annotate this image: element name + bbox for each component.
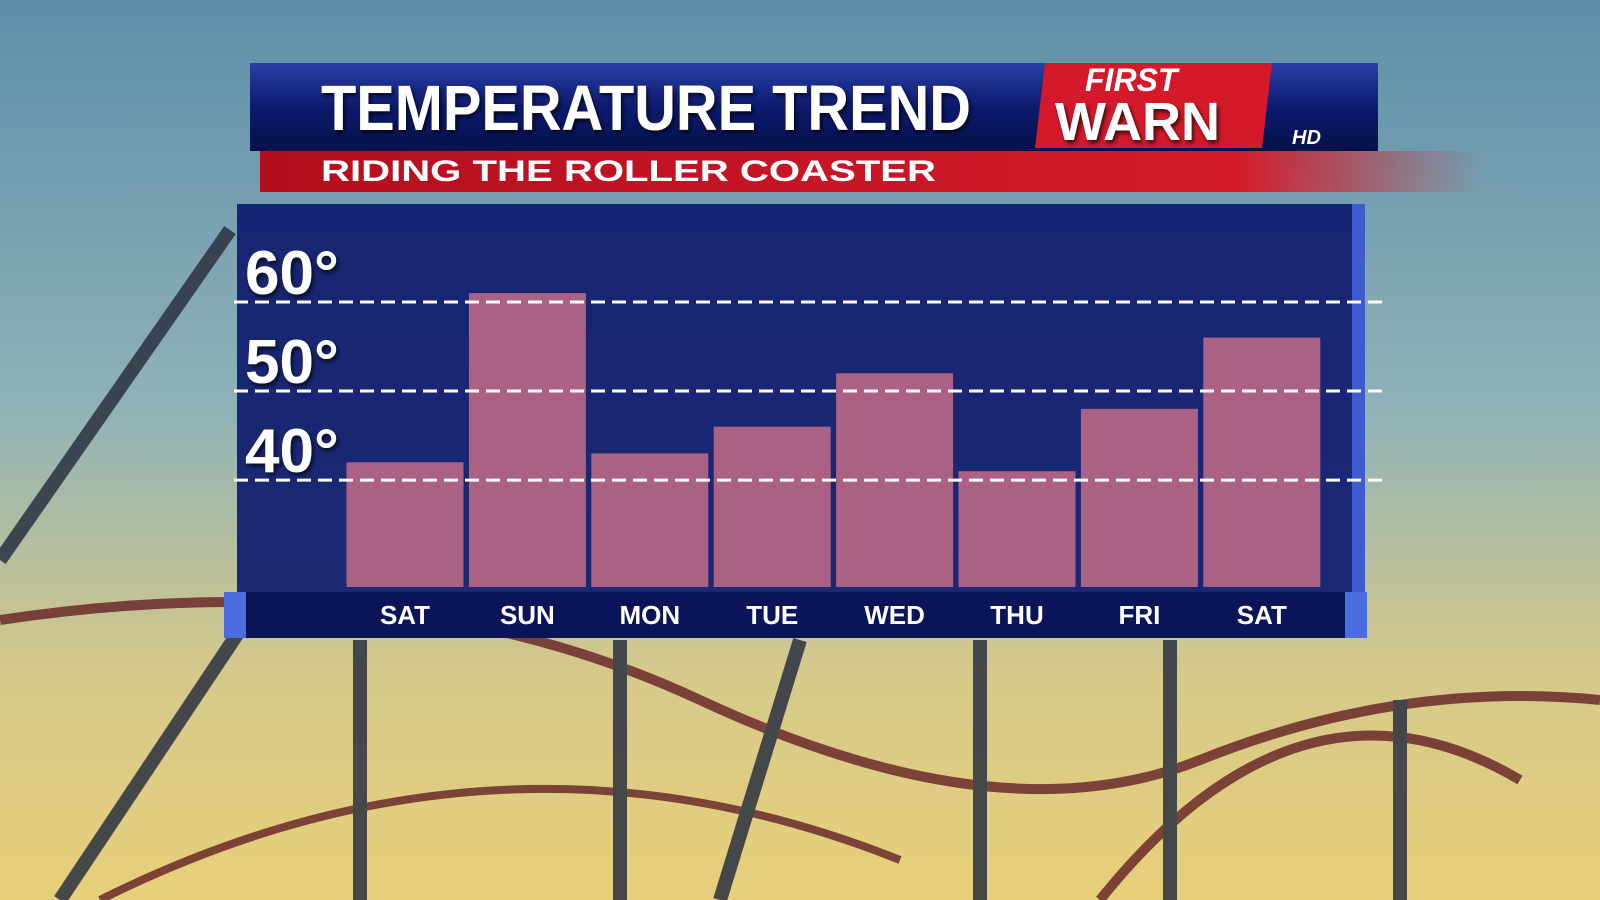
- y-tick-label: 40°: [245, 417, 339, 486]
- x-tick-label: THU: [990, 600, 1043, 630]
- day-bar: [224, 592, 1367, 638]
- x-tick-label: SAT: [1237, 600, 1287, 630]
- logo-main: WARN: [1055, 92, 1220, 152]
- bar: [1080, 408, 1198, 587]
- day-bar-cap: [224, 592, 246, 638]
- x-tick-label: SUN: [500, 600, 555, 630]
- subtitle-bar: [260, 151, 1480, 192]
- logo-box: [1035, 63, 1272, 148]
- chart-title: TEMPERATURE TREND: [321, 72, 971, 144]
- bar: [1203, 337, 1321, 587]
- panel-edge: [1352, 204, 1365, 592]
- logo-top: FIRST: [1085, 62, 1180, 98]
- bar: [468, 293, 586, 587]
- x-tick-label: FRI: [1118, 600, 1160, 630]
- y-tick-label: 60°: [245, 239, 339, 308]
- chart-subtitle: RIDING THE ROLLER COASTER: [321, 155, 936, 188]
- y-tick-label: 50°: [245, 328, 339, 397]
- x-tick-label: WED: [864, 600, 925, 630]
- x-tick-label: TUE: [746, 600, 798, 630]
- bar: [713, 426, 831, 587]
- x-tick-label: SAT: [380, 600, 430, 630]
- bar: [591, 453, 709, 587]
- bar: [958, 471, 1076, 587]
- day-bar-cap: [1345, 592, 1367, 638]
- x-tick-label: MON: [619, 600, 680, 630]
- bar: [346, 462, 464, 587]
- logo-badge: HD: [1292, 127, 1321, 149]
